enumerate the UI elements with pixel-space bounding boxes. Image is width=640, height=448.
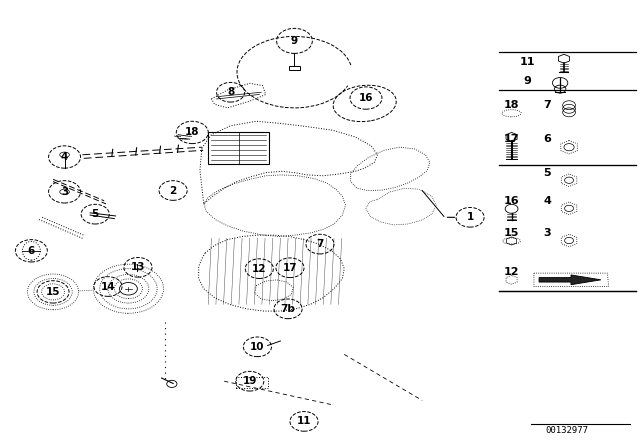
- Polygon shape: [539, 275, 601, 285]
- Text: 18: 18: [185, 127, 200, 138]
- Text: 15: 15: [46, 287, 60, 297]
- Text: 5: 5: [92, 209, 99, 219]
- Text: 12: 12: [504, 267, 519, 277]
- Text: 11: 11: [520, 57, 535, 67]
- Text: 11: 11: [297, 416, 311, 426]
- Text: 1: 1: [467, 212, 474, 222]
- Text: 7b: 7b: [280, 304, 296, 314]
- Text: 15: 15: [504, 228, 519, 238]
- Text: 3: 3: [61, 187, 68, 197]
- Text: 00132977: 00132977: [546, 426, 589, 435]
- Text: 8: 8: [227, 87, 234, 97]
- Text: 6: 6: [28, 246, 35, 256]
- Text: 6: 6: [543, 134, 551, 144]
- Text: 17: 17: [283, 263, 298, 273]
- Text: 9: 9: [524, 76, 531, 86]
- Text: 10: 10: [250, 342, 265, 352]
- Text: 14: 14: [100, 281, 115, 292]
- Text: 4: 4: [543, 196, 551, 206]
- Text: 18: 18: [504, 100, 519, 110]
- Text: 13: 13: [131, 263, 145, 272]
- Text: 3: 3: [543, 228, 551, 238]
- Text: 7: 7: [316, 239, 324, 249]
- Text: 17: 17: [504, 134, 519, 144]
- Text: 7: 7: [543, 100, 551, 110]
- Text: 9: 9: [291, 36, 298, 46]
- Text: 16: 16: [359, 93, 373, 103]
- Text: 5: 5: [543, 168, 551, 178]
- Text: 4: 4: [61, 152, 68, 162]
- Text: 19: 19: [243, 376, 257, 386]
- Text: 16: 16: [504, 196, 520, 206]
- Text: 2: 2: [170, 185, 177, 195]
- Text: 12: 12: [252, 264, 267, 274]
